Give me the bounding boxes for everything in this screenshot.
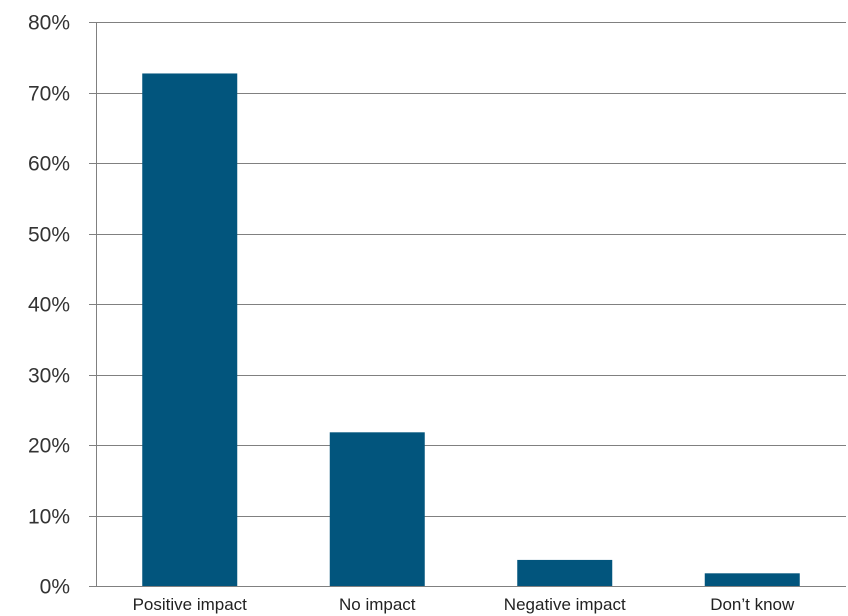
y-tick-label: 30% [28,365,70,388]
bar-1 [329,432,425,586]
category-labels: Positive impact No impact Negative impact D… [133,595,795,614]
bar-3 [704,573,800,586]
bar-0 [142,73,238,587]
category-label: No impact [339,595,416,614]
y-tick-label: 0% [40,576,70,599]
axes [89,22,846,587]
y-tick-label: 20% [28,435,70,458]
bars [142,73,800,587]
y-tick-label: 70% [28,83,70,106]
y-tick-label: 50% [28,224,70,247]
category-label: Positive impact [133,595,248,614]
y-tick-label: 10% [28,506,70,529]
y-tick-label: 60% [28,153,70,176]
y-tick-label: 80% [28,12,70,35]
bar-2 [517,559,613,586]
category-label: Negative impact [504,595,626,614]
y-tick-labels: 0% 10% 20% 30% 40% 50% 60% 70% 80% [28,12,70,599]
y-tick-label: 40% [28,294,70,317]
category-label: Don’t know [710,595,795,614]
